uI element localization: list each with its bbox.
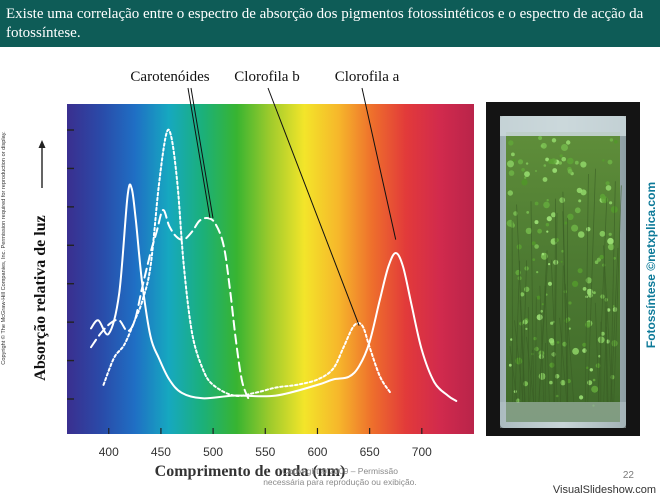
photo-credit: Fotossíntese ©netxplica.com <box>644 181 658 349</box>
series-label-clorofila-b: Clorofila b <box>234 69 299 85</box>
aquatic-plant-photo <box>486 102 640 436</box>
leader-line <box>361 87 397 240</box>
series-label-carotenoides: Carotenóides <box>130 69 209 85</box>
spectrum-background <box>67 104 474 434</box>
x-tick-label: 700 <box>412 445 432 459</box>
series-label-clorofila-a: Clorofila a <box>335 69 400 85</box>
watermark-line-1: Copyright © 2009 – Permissão <box>282 466 398 476</box>
x-tick-label: 400 <box>99 445 119 459</box>
slide-title: Existe uma correlação entre o espectro d… <box>0 0 660 47</box>
x-tick-label: 550 <box>255 445 275 459</box>
site-credit-link[interactable]: VisualSlideshow.com <box>552 484 656 496</box>
x-tick-label: 650 <box>360 445 380 459</box>
page-number: 22 <box>622 470 634 481</box>
x-axis-label: Comprimento de onda (nm) <box>154 463 346 480</box>
aquarium-plant-image <box>486 102 640 436</box>
leader-line <box>187 87 211 219</box>
leader-line <box>267 87 360 326</box>
watermark-line-2: necessária para reprodução ou exibição. <box>263 477 417 487</box>
copyright-watermark: Copyright © 2009 – Permissão necessária … <box>240 466 440 488</box>
series-line-clorofila-a <box>90 183 458 402</box>
series-line-clorofila-b <box>102 128 392 397</box>
x-tick-label: 600 <box>307 445 327 459</box>
series-line-carotenoides <box>90 208 251 402</box>
y-axis-arrow-icon <box>38 140 46 188</box>
x-tick-label: 500 <box>203 445 223 459</box>
x-tick-label: 450 <box>151 445 171 459</box>
leader-line <box>190 87 214 219</box>
